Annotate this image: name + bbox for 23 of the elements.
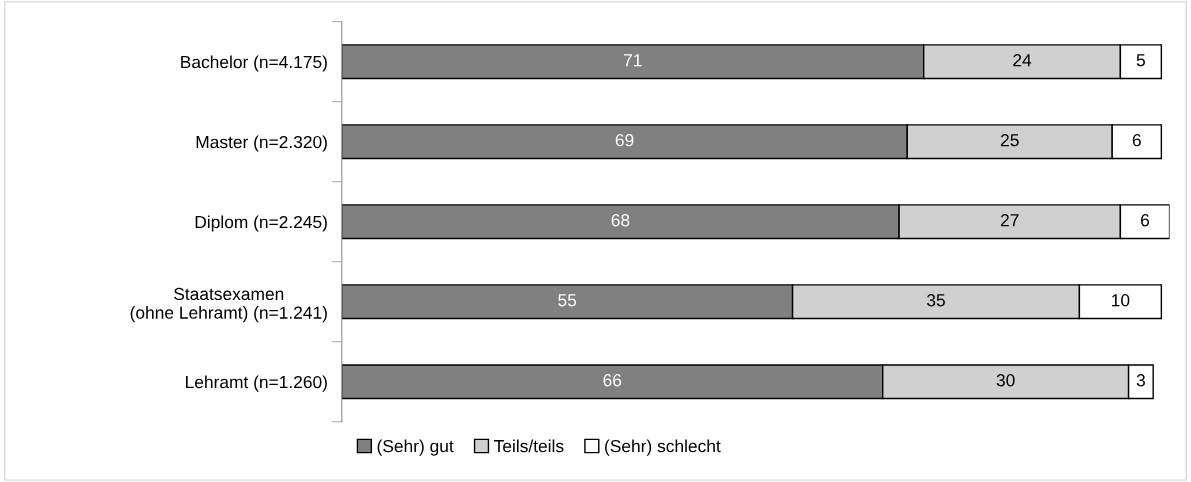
y-tick-label: Lehramt (n=1.260) (186, 375, 327, 392)
data-label: 6 (1141, 214, 1150, 227)
y-tick-label: Staatsexamen (ohne Lehramt) (n=1.241) (130, 287, 327, 323)
data-label: 55 (558, 294, 577, 307)
y-tick-label: Bachelor (n=4.175) (181, 55, 327, 72)
data-label: 27 (1000, 214, 1019, 227)
data-label: 6 (1132, 134, 1141, 147)
data-label: 68 (611, 214, 630, 227)
y-tick-label: Master (n=2.320) (196, 135, 327, 152)
data-label: 35 (927, 294, 945, 307)
legend-label: Teils/teils (494, 439, 564, 453)
data-label: 69 (615, 134, 634, 147)
data-label: 30 (996, 374, 1015, 387)
data-label: 10 (1112, 294, 1130, 307)
data-label: 25 (1000, 134, 1019, 147)
data-label: 66 (603, 374, 622, 387)
y-tick-label: Diplom (n=2.245) (195, 215, 327, 232)
data-label: 3 (1136, 374, 1145, 387)
legend-label: (Sehr) schlecht (605, 439, 721, 456)
data-label: 71 (623, 54, 642, 67)
legend-label: (Sehr) gut (377, 439, 454, 456)
data-label: 5 (1136, 54, 1145, 67)
data-label: 24 (1013, 54, 1032, 67)
